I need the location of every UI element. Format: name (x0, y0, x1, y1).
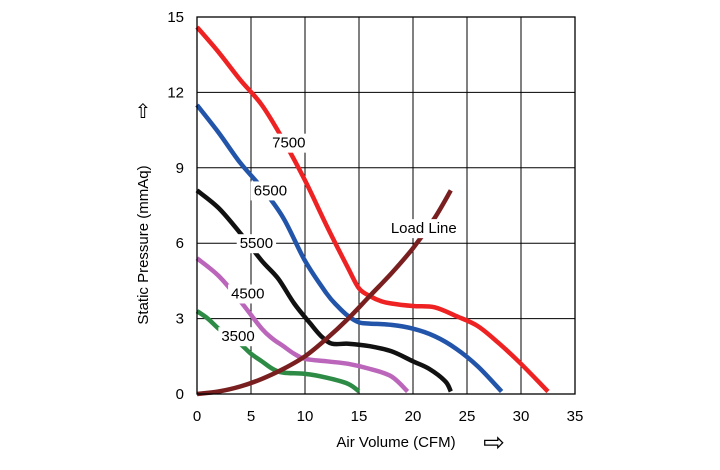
curve-label: 7500 (269, 133, 309, 153)
x-tick-label: 10 (297, 408, 314, 425)
curve-label: 5500 (236, 234, 277, 254)
x-tick-label: 0 (193, 408, 201, 425)
curve-label-background (218, 327, 258, 347)
y-tick-label: 12 (167, 84, 184, 101)
curve-label-background (228, 284, 268, 304)
x-tick-label: 20 (405, 408, 422, 425)
y-tick-label: 9 (176, 160, 184, 177)
curve-label: Load Line (387, 219, 460, 239)
curve-label-background (236, 234, 277, 254)
curve-label-text: 6500 (254, 182, 287, 199)
curve-label: 4500 (228, 284, 268, 304)
y-axis-arrow-icon: ⇧ (135, 99, 152, 123)
curve-label: 3500 (218, 327, 258, 347)
x-tick-label: 5 (247, 408, 255, 425)
curve-labels: 7500 6500 5500 4500 3500 Load Line (218, 133, 460, 347)
x-axis-arrow-icon: ⇨ (483, 428, 505, 458)
plot-frame (196, 16, 576, 395)
x-axis-title: Air Volume (CFM) (336, 434, 455, 451)
curve-label-background (250, 181, 291, 201)
curve-label: 6500 (250, 181, 291, 201)
x-tick-label: 25 (459, 408, 476, 425)
x-tick-label: 30 (513, 408, 530, 425)
y-tick-label: 3 (176, 311, 184, 328)
tick-labels: 0 5 10 15 20 25 30 35 0 3 6 9 12 15 (167, 9, 583, 425)
x-tick-label: 35 (567, 408, 584, 425)
curve-label-background (387, 219, 460, 239)
curve-label-text: 5500 (240, 235, 273, 252)
y-tick-label: 6 (176, 235, 184, 252)
curve-label-background (269, 133, 309, 153)
curve-label-text: 7500 (272, 135, 305, 152)
series-line-load-line (196, 189, 453, 397)
curve-label-text: 4500 (231, 285, 264, 302)
y-tick-label: 15 (167, 9, 184, 26)
y-axis-title: Static Pressure (mmAq) (135, 165, 152, 324)
series-line-3500 (195, 309, 361, 394)
curve-label-text: Load Line (391, 220, 457, 237)
x-tick-label: 15 (351, 408, 368, 425)
y-tick-label: 0 (176, 386, 184, 403)
curve-label-text: 3500 (221, 328, 254, 345)
